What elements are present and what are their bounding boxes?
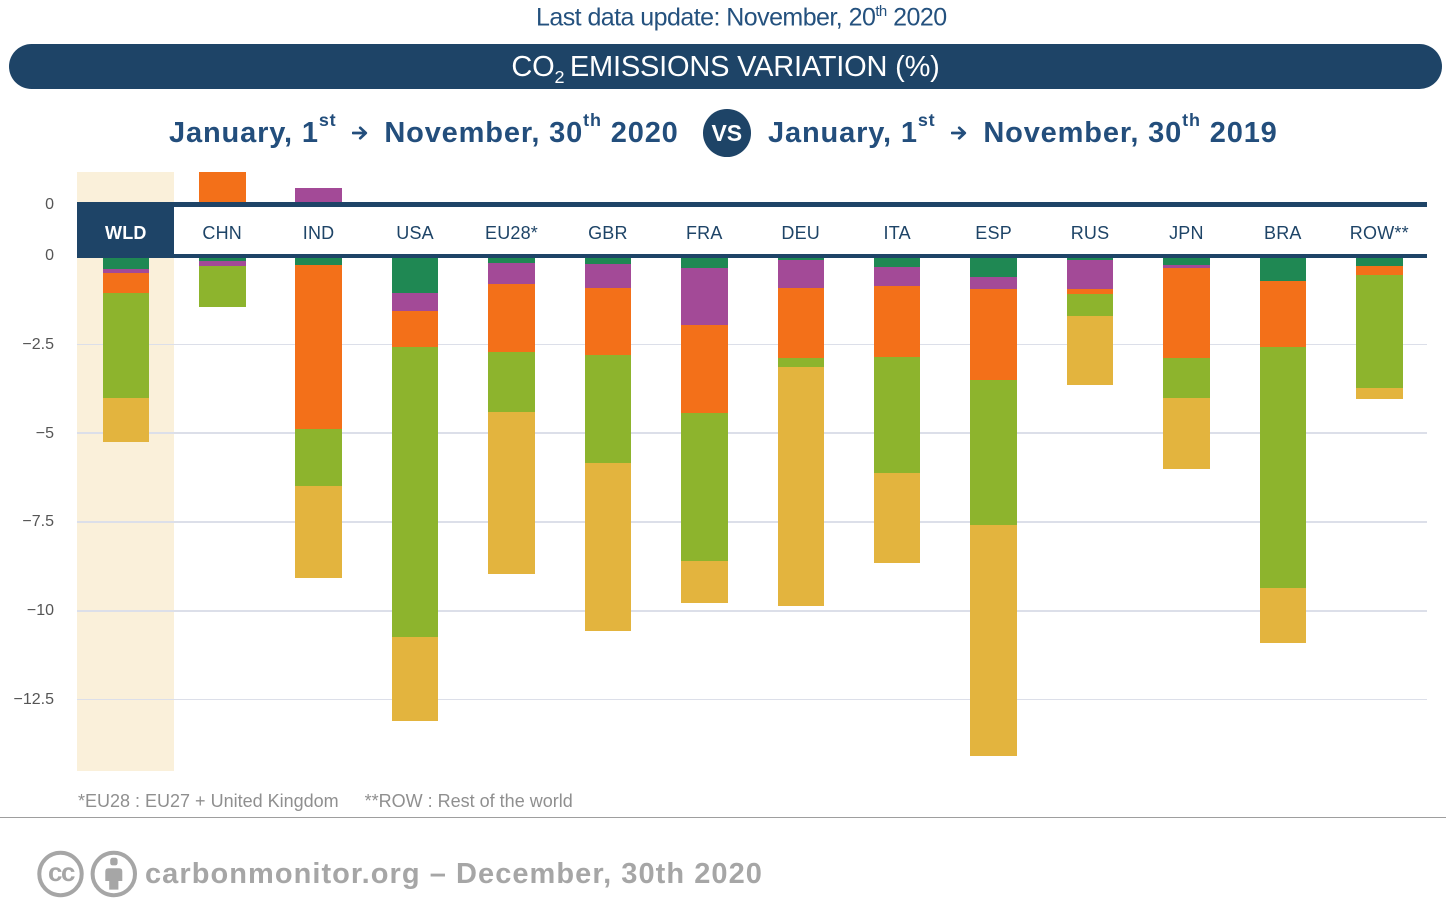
svg-text:cc: cc (48, 857, 75, 887)
